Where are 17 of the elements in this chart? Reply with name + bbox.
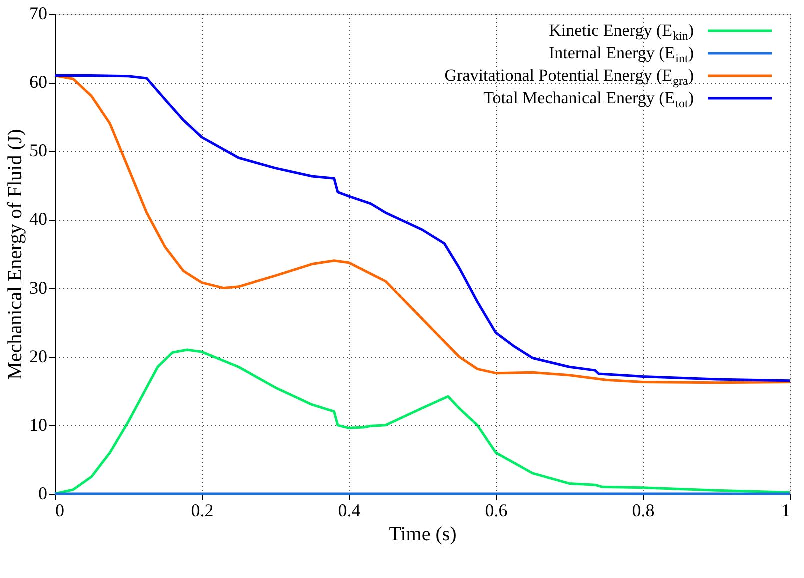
y-tick-label: 30 <box>30 278 48 298</box>
y-tick-label: 70 <box>30 4 48 24</box>
line-series <box>54 348 792 496</box>
y-tick-label: 50 <box>30 140 48 161</box>
y-tick-label: 20 <box>30 346 48 366</box>
x-tick-label: 1 <box>782 500 790 520</box>
y-axis-title: Mechanical Energy of Fluid (J) <box>4 129 26 380</box>
y-tick-label: 40 <box>30 209 48 230</box>
y-tick-label: 10 <box>30 414 48 435</box>
x-tick-label: 0 <box>56 500 64 520</box>
y-tick-label: 0 <box>38 484 48 504</box>
x-tick-label: 0.2 <box>191 500 214 520</box>
x-tick-label: 0.8 <box>632 500 655 520</box>
x-tick-label: 0.4 <box>338 500 361 520</box>
x-axis-title: Time (s) <box>389 524 457 546</box>
y-tick-label: 60 <box>30 72 48 92</box>
x-tick-label: 0.6 <box>485 500 508 520</box>
